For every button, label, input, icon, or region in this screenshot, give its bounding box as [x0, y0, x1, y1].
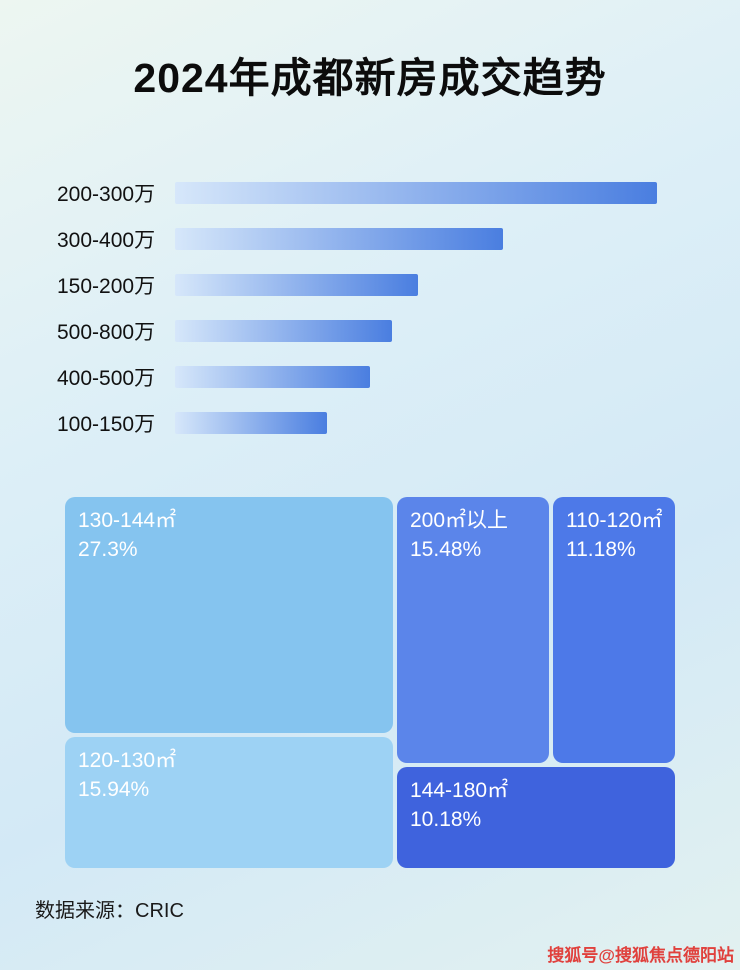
- bar-track: [175, 182, 657, 204]
- bar-category-label: 200-300万: [57, 183, 156, 206]
- bar-row: 150-200万: [0, 274, 740, 298]
- bar-row: 400-500万: [0, 366, 740, 390]
- bar: [175, 366, 371, 388]
- bar-track: [175, 412, 657, 434]
- bar: [175, 320, 392, 342]
- bar-row: 500-800万: [0, 320, 740, 344]
- treemap-tile: 120-130㎡ 15.94%: [65, 737, 393, 868]
- bar-track: [175, 320, 657, 342]
- tile-value: 10.18%: [410, 808, 482, 832]
- tile-value: 15.94%: [78, 778, 150, 802]
- bar-category-label: 150-200万: [57, 275, 156, 298]
- bar-category-label: 400-500万: [57, 367, 156, 390]
- bar: [175, 182, 657, 204]
- bar-category-label: 300-400万: [57, 229, 156, 252]
- bar-track: [175, 228, 657, 250]
- bar-category-label: 100-150万: [57, 413, 156, 436]
- treemap-tile: 200㎡以上 15.48%: [397, 497, 549, 763]
- bar-track: [175, 274, 657, 296]
- bar-track: [175, 366, 657, 388]
- bar: [175, 412, 327, 434]
- treemap-tile: 110-120㎡ 11.18%: [553, 497, 675, 763]
- tile-label: 110-120㎡: [566, 509, 663, 532]
- bar-row: 100-150万: [0, 412, 740, 436]
- data-source-label: 数据来源：CRIC: [35, 900, 184, 922]
- tile-value: 27.3%: [78, 538, 138, 562]
- tile-value: 15.48%: [410, 538, 482, 562]
- bar-category-label: 500-800万: [57, 321, 156, 344]
- page-title: 2024年成都新房成交趋势: [133, 55, 607, 101]
- bar: [175, 274, 419, 296]
- bar-row: 300-400万: [0, 228, 740, 252]
- bar: [175, 228, 503, 250]
- treemap-tile: 130-144㎡ 27.3%: [65, 497, 393, 733]
- tile-label: 120-130㎡: [78, 749, 177, 772]
- bar-row: 200-300万: [0, 182, 740, 206]
- treemap-tile: 144-180㎡ 10.18%: [397, 767, 675, 868]
- tile-value: 11.18%: [566, 538, 636, 562]
- tile-label: 130-144㎡: [78, 509, 177, 532]
- watermark-text: 搜狐号@搜狐焦点德阳站: [547, 946, 734, 965]
- tile-label: 200㎡以上: [410, 509, 509, 532]
- bar-chart: 200-300万 300-400万 150-200万 500-800万 400-…: [0, 182, 740, 436]
- tile-label: 144-180㎡: [410, 779, 509, 802]
